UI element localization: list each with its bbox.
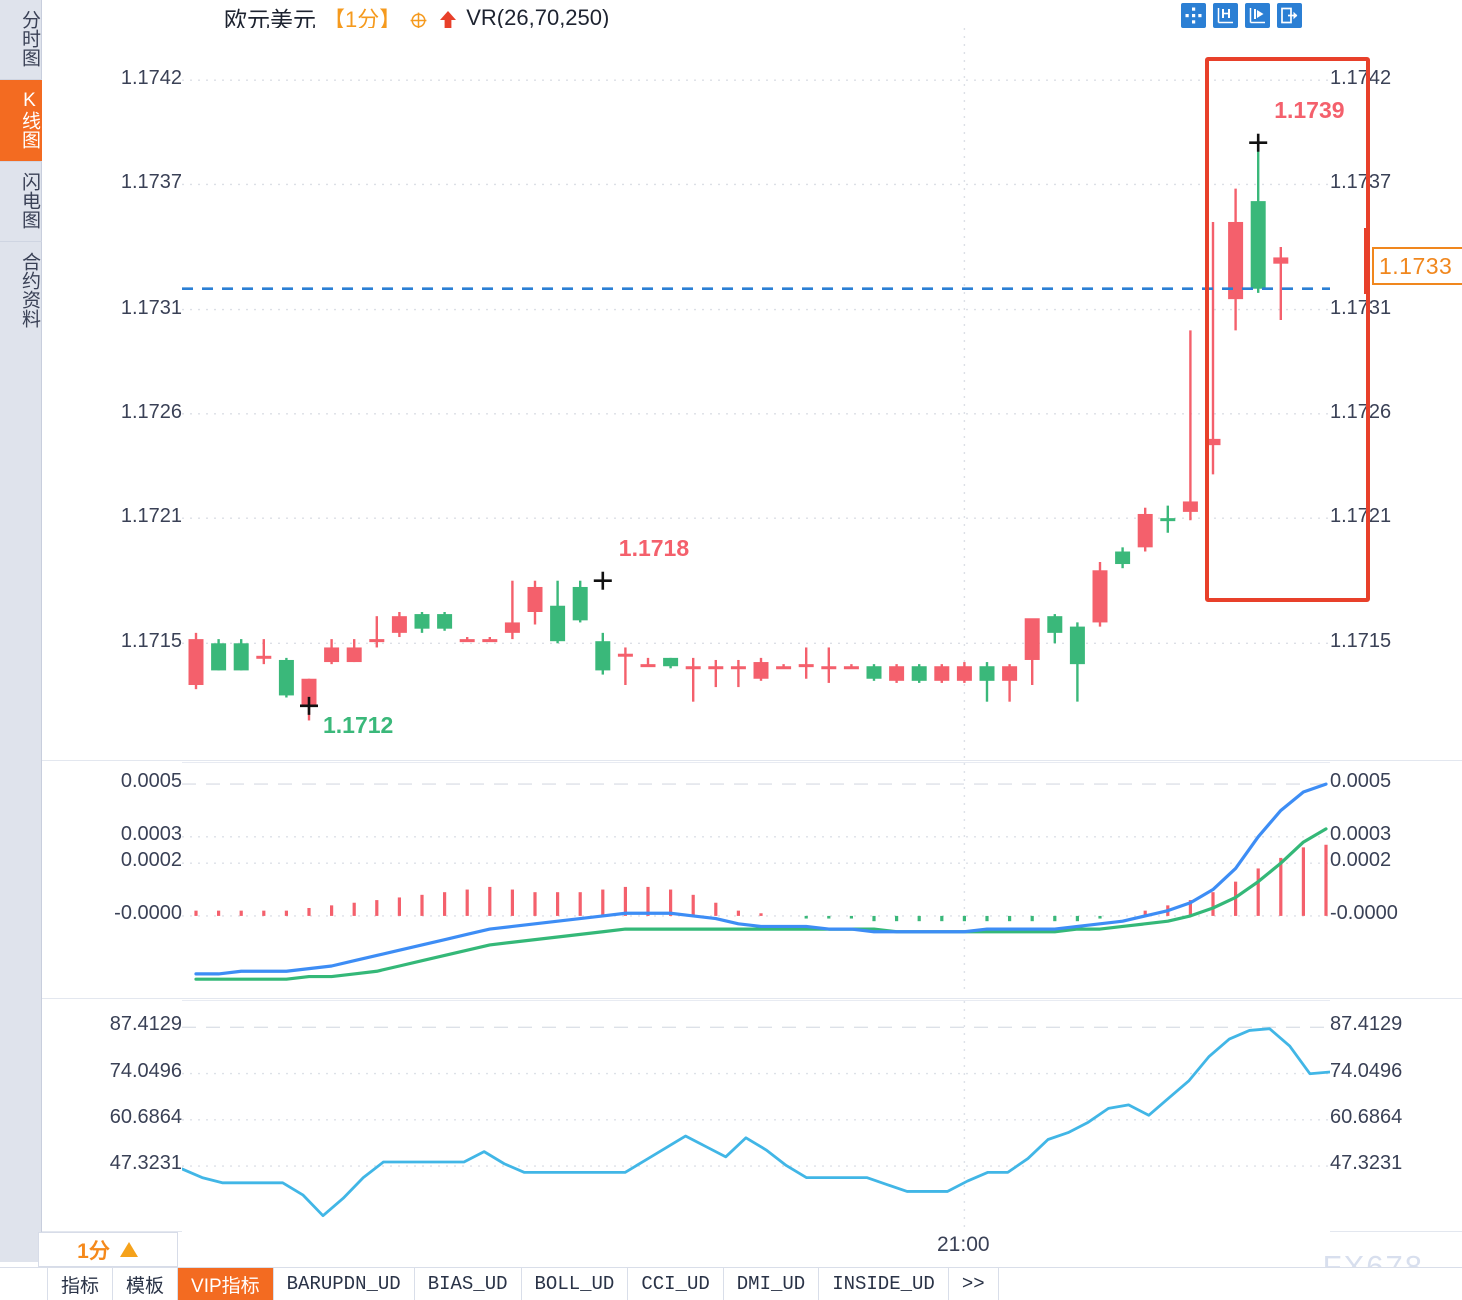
price-axis-tick-left-1: 1.1737 xyxy=(120,171,182,194)
rsi-axis-tick-left-0: 87.4129 xyxy=(109,1013,182,1036)
rsi-axis-tick-left-2: 60.6864 xyxy=(109,1105,182,1128)
bottom-bar-item-bias-ud[interactable]: BIAS_UD xyxy=(415,1268,522,1300)
right-price-axis: 1.1742 1.1737 1.1731 1.1726 1.1721 1.1715 0.00… xyxy=(1330,0,1462,1232)
rsi-axis-tick-left-1: 74.0496 xyxy=(109,1059,182,1082)
price-plot[interactable] xyxy=(182,28,1330,758)
left-price-axis: 1.1742 1.1737 1.1731 1.1726 1.1721 1.1715 0.00… xyxy=(42,0,182,1232)
chart-area: 欧元美元 【1分】 VR(26,70,250) xyxy=(42,0,1462,1284)
current-price-value: 1.1733 xyxy=(1379,252,1453,279)
current-price-tag[interactable]: 1.1733 xyxy=(1372,247,1462,285)
macd-axis-tick-left-1: 0.0003 xyxy=(120,822,182,845)
rsi-axis-tick-right-0: 87.4129 xyxy=(1330,1013,1403,1036)
price-tag-marker xyxy=(1364,228,1369,294)
time-axis-label: 21:00 xyxy=(937,1233,990,1256)
price-axis-tick-left-0: 1.1742 xyxy=(120,67,182,90)
bottom-bar-item-[interactable]: 指标 xyxy=(48,1268,114,1300)
bottom-bar-spacer xyxy=(0,1268,48,1300)
rsi-axis-tick-left-3: 47.3231 xyxy=(109,1152,182,1175)
panel-divider-macd xyxy=(42,760,1462,761)
rsi-plot[interactable] xyxy=(182,1000,1330,1232)
macd-axis-tick-right-1: 0.0003 xyxy=(1330,822,1392,845)
left-sidebar: 分时图 K线图 闪电图 合约资料 xyxy=(0,0,42,1262)
macd-axis-tick-right-2: 0.0002 xyxy=(1330,849,1392,872)
price-axis-tick-left-3: 1.1726 xyxy=(120,400,182,423)
price-axis-tick-right-1: 1.1737 xyxy=(1330,171,1392,194)
price-axis-tick-right-3: 1.1726 xyxy=(1330,400,1392,423)
bottom-indicator-bar: 指标 模板 VIP指标 BARUPDN_UD BIAS_UD BOLL_UD CCI_UD D… xyxy=(0,1267,1462,1300)
sidebar-item-lightning[interactable]: 闪电图 xyxy=(0,162,42,242)
price-axis-tick-left-2: 1.1731 xyxy=(120,296,182,319)
bottom-bar-filler xyxy=(999,1268,1462,1300)
rsi-axis-tick-right-3: 47.3231 xyxy=(1330,1152,1403,1175)
macd-axis-tick-left-2: 0.0002 xyxy=(120,849,182,872)
mid-high-price-annotation: 1.1718 xyxy=(618,534,690,561)
sidebar-item-timeshare[interactable]: 分时图 xyxy=(0,0,42,80)
bottom-bar-item-cci-ud[interactable]: CCI_UD xyxy=(628,1268,724,1300)
period-selector-button[interactable]: 1分 xyxy=(38,1232,178,1267)
macd-axis-tick-left-3: -0.0000 xyxy=(114,901,182,924)
bottom-bar-item-boll-ud[interactable]: BOLL_UD xyxy=(522,1268,629,1300)
macd-axis-tick-left-0: 0.0005 xyxy=(120,770,182,793)
price-axis-tick-left-4: 1.1721 xyxy=(120,505,182,528)
bottom-bar-item-[interactable]: >> xyxy=(949,1268,999,1300)
exit-tool-icon[interactable] xyxy=(1277,3,1302,28)
price-axis-tick-right-4: 1.1721 xyxy=(1330,505,1392,528)
triangle-up-icon xyxy=(119,1242,138,1257)
sidebar-item-contract-info[interactable]: 合约资料 xyxy=(19,252,40,328)
bottom-bar-item-dmi-ud[interactable]: DMI_UD xyxy=(724,1268,820,1300)
price-axis-tick-right-2: 1.1731 xyxy=(1330,296,1392,319)
sidebar-item-kline[interactable]: K线图 xyxy=(0,80,42,162)
macd-axis-tick-right-0: 0.0005 xyxy=(1330,770,1392,793)
bottom-bar-item-vip[interactable]: VIP指标 xyxy=(178,1268,274,1300)
crosshair-target-icon[interactable] xyxy=(410,12,427,29)
draw-tool-icon[interactable] xyxy=(1245,3,1270,28)
up-arrow-icon[interactable] xyxy=(438,10,458,32)
measure-tool-icon[interactable] xyxy=(1213,3,1238,28)
period-selector-label: 1分 xyxy=(77,1239,110,1263)
rsi-axis-tick-right-1: 74.0496 xyxy=(1330,1059,1403,1082)
rsi-axis-tick-right-2: 60.6864 xyxy=(1330,1105,1403,1128)
chart-tool-buttons xyxy=(1181,3,1302,28)
bottom-bar-item-barupdn-ud[interactable]: BARUPDN_UD xyxy=(274,1268,415,1300)
price-axis-tick-left-5: 1.1715 xyxy=(120,630,182,653)
price-axis-tick-right-5: 1.1715 xyxy=(1330,630,1392,653)
crosshair-tool-icon[interactable] xyxy=(1181,3,1206,28)
low-price-annotation: 1.1712 xyxy=(323,711,394,738)
bottom-bar-item-inside-ud[interactable]: INSIDE_UD xyxy=(819,1268,949,1300)
bottom-bar-item-[interactable]: 模板 xyxy=(113,1268,179,1300)
macd-plot[interactable] xyxy=(182,762,1330,994)
high-price-annotation: 1.1739 xyxy=(1274,96,1345,123)
period-label: 【1分】 xyxy=(323,7,402,32)
price-axis-tick-right-0: 1.1742 xyxy=(1330,67,1392,90)
panel-divider-rsi xyxy=(42,998,1462,999)
macd-axis-tick-right-3: -0.0000 xyxy=(1330,901,1398,924)
vr-indicator-label: VR(26,70,250) xyxy=(466,5,610,30)
